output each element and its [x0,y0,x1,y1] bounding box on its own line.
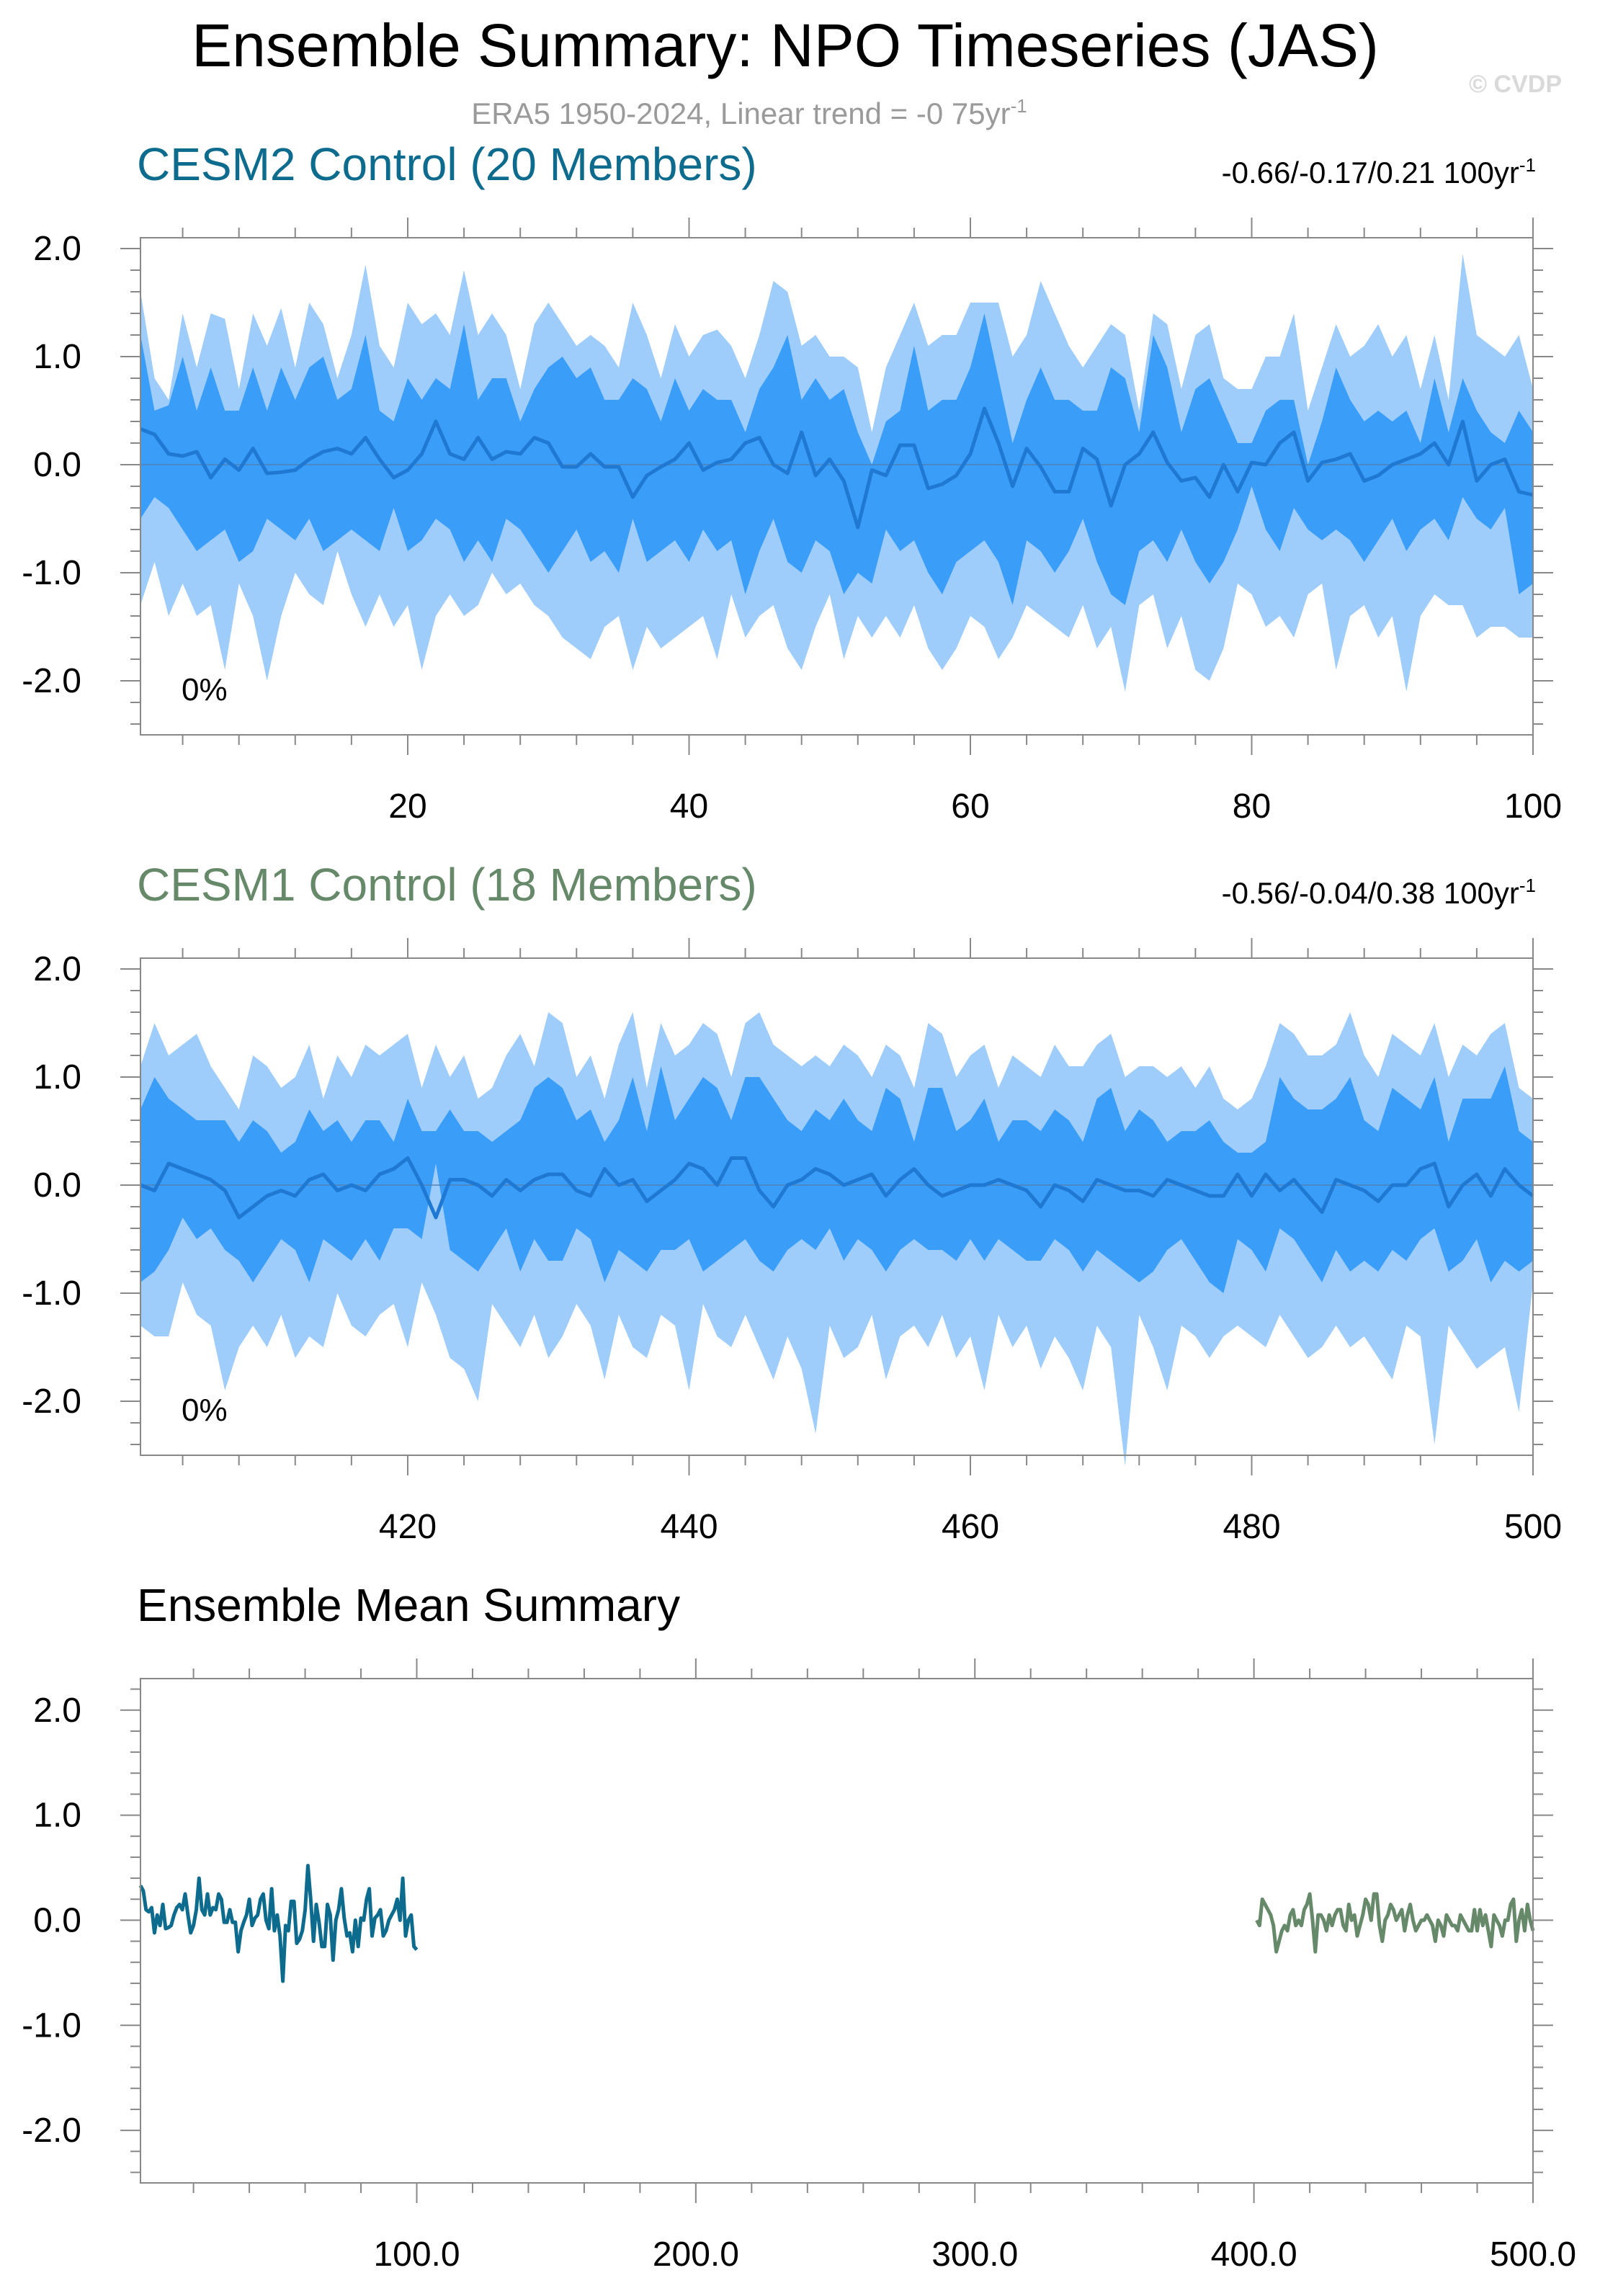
band-interquartile [140,313,1533,605]
x-tick-label: 80 [1233,787,1271,826]
trend-label-sup: -1 [1519,875,1536,896]
plot-area: 2.0 1.0 0.0 -1.0 -2.0 20 40 60 80 100 [22,218,1562,826]
x-tick-label: 100.0 [373,2235,460,2274]
panel-title: CESM2 Control (20 Members) [137,138,757,190]
x-tick-label: 20 [388,787,426,826]
x-tick-label: 100 [1504,787,1562,826]
y-tick-label: 2.0 [33,1692,81,1730]
page-title: Ensemble Summary: NPO Timeseries (JAS) [192,12,1379,79]
y-tick-label: -1.0 [22,2006,81,2045]
plot-area: 2.0 1.0 0.0 -1.0 -2.0 100.0 200.0 300.0 400.0 500… [22,1658,1576,2274]
x-tick-label: 60 [951,787,989,826]
y-tick-label: -2.0 [22,2112,81,2150]
trend-label-text: -0.66/-0.17/0.21 100yr [1222,156,1519,189]
y-tick-label: 1.0 [33,1058,81,1096]
trend-label-sup: -1 [1519,154,1536,176]
y-tick-label: 0.0 [33,1166,81,1205]
x-tick-label: 40 [670,787,708,826]
y-tick-label: 0.0 [33,1901,81,1939]
page-subtitle-sup: -1 [1011,95,1027,117]
y-tick-label: -2.0 [22,662,81,700]
y-tick-label: 0.0 [33,446,81,484]
x-tick-label: 500.0 [1490,2235,1576,2274]
percent-label: 0% [182,672,228,707]
y-tick-label: -1.0 [22,554,81,592]
series-line-cesm1-mean [1255,1892,1535,1954]
watermark: © CVDP [1469,71,1562,98]
y-tick-label: -1.0 [22,1274,81,1313]
x-tick-label: 460 [942,1508,999,1546]
page-subtitle: ERA5 1950-2024, Linear trend = -0 75yr-1 [471,95,1027,130]
plot-area: 2.0 1.0 0.0 -1.0 -2.0 420 440 460 480 500 [22,938,1562,1546]
x-tick-label: 500 [1504,1508,1562,1546]
plot-frame [140,1678,1534,2184]
trend-label: -0.56/-0.04/0.38 100yr-1 [1222,875,1536,910]
panel-title: Ensemble Mean Summary [137,1579,680,1631]
y-tick-label: 2.0 [33,950,81,988]
panel-ensemble-mean: Ensemble Mean Summary 2.0 1.0 0.0 -1.0 -2.0 1… [22,1579,1576,2274]
page-subtitle-text: ERA5 1950-2024, Linear trend = -0 75yr [471,97,1010,130]
y-tick-label: 1.0 [33,338,81,376]
panel-cesm2: CESM2 Control (20 Members) -0.66/-0.17/0… [22,138,1562,826]
series-line-cesm2-mean [138,1864,419,1983]
panel-cesm1: CESM1 Control (18 Members) -0.56/-0.04/0… [22,859,1562,1546]
y-tick-label: 2.0 [33,230,81,268]
x-tick-label: 420 [379,1508,437,1546]
x-tick-label: 200.0 [653,2235,739,2274]
trend-label: -0.66/-0.17/0.21 100yr-1 [1222,154,1536,189]
series-mean-line [140,406,1534,530]
x-tick-label: 300.0 [931,2235,1018,2274]
percent-label: 0% [182,1393,228,1428]
x-tick-label: 480 [1223,1508,1280,1546]
panel-title: CESM1 Control (18 Members) [137,859,757,911]
series-mean-line [140,1156,1534,1220]
trend-label-text: -0.56/-0.04/0.38 100yr [1222,876,1519,910]
y-tick-label: -2.0 [22,1382,81,1421]
y-tick-label: 1.0 [33,1797,81,1835]
x-tick-label: 440 [660,1508,718,1546]
x-tick-label: 400.0 [1211,2235,1297,2274]
